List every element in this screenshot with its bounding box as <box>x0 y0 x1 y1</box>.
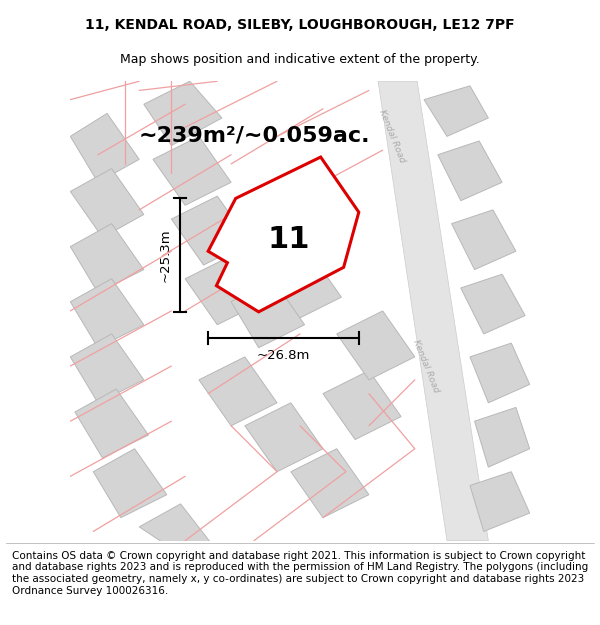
Polygon shape <box>185 256 263 325</box>
Polygon shape <box>337 311 415 380</box>
Polygon shape <box>378 81 488 541</box>
Text: ~25.3m: ~25.3m <box>158 228 172 282</box>
Text: Map shows position and indicative extent of the property.: Map shows position and indicative extent… <box>120 52 480 66</box>
Text: ~26.8m: ~26.8m <box>257 349 310 361</box>
Polygon shape <box>70 224 144 292</box>
Polygon shape <box>199 357 277 426</box>
Polygon shape <box>172 196 250 265</box>
Polygon shape <box>231 279 305 348</box>
Text: Kendal Road: Kendal Road <box>412 338 441 394</box>
Text: ~239m²/~0.059ac.: ~239m²/~0.059ac. <box>139 126 370 146</box>
Polygon shape <box>475 408 530 467</box>
Polygon shape <box>245 187 323 256</box>
Polygon shape <box>208 157 359 312</box>
Text: 11, KENDAL ROAD, SILEBY, LOUGHBOROUGH, LE12 7PF: 11, KENDAL ROAD, SILEBY, LOUGHBOROUGH, L… <box>85 18 515 32</box>
Polygon shape <box>452 210 516 269</box>
Polygon shape <box>139 504 213 545</box>
Polygon shape <box>424 86 488 136</box>
Polygon shape <box>323 371 401 439</box>
Polygon shape <box>263 251 341 320</box>
Polygon shape <box>70 169 144 238</box>
Polygon shape <box>438 141 502 201</box>
Polygon shape <box>461 274 525 334</box>
Polygon shape <box>291 449 369 518</box>
Polygon shape <box>70 113 139 182</box>
Polygon shape <box>470 343 530 402</box>
Polygon shape <box>144 81 222 146</box>
Polygon shape <box>470 472 530 531</box>
Polygon shape <box>93 449 167 518</box>
Polygon shape <box>70 279 144 348</box>
Polygon shape <box>75 389 148 458</box>
Polygon shape <box>70 334 144 402</box>
Polygon shape <box>245 402 323 472</box>
Text: Contains OS data © Crown copyright and database right 2021. This information is : Contains OS data © Crown copyright and d… <box>12 551 588 596</box>
Text: 11: 11 <box>267 225 310 254</box>
Text: Kendal Road: Kendal Road <box>377 109 407 164</box>
Polygon shape <box>153 136 231 205</box>
